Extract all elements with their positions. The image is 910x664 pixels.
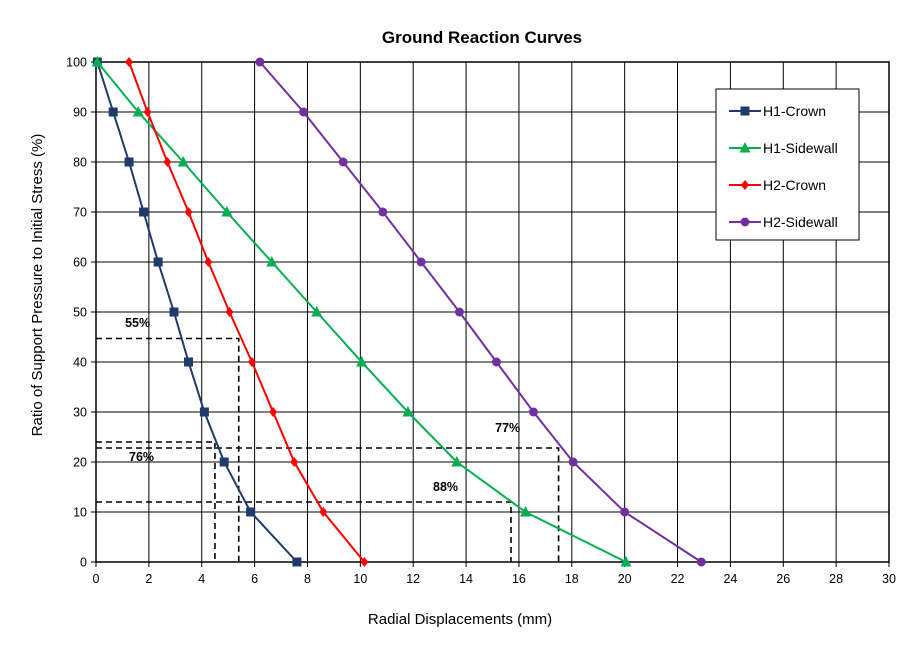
y-tick-label: 30: [73, 406, 87, 420]
y-axis-label: Ratio of Support Pressure to Initial Str…: [29, 134, 46, 437]
data-point-h2-sidewall: [378, 207, 388, 217]
data-point-h1-crown: [124, 157, 134, 167]
x-tick-label: 4: [198, 572, 205, 586]
x-tick-label: 6: [251, 572, 258, 586]
x-tick-label: 26: [776, 572, 790, 586]
data-point-h1-sidewall: [451, 456, 463, 467]
data-point-h1-sidewall: [311, 306, 323, 317]
data-point-h2-crown: [125, 57, 134, 67]
data-point-h1-sidewall: [402, 406, 414, 417]
x-tick-label: 24: [723, 572, 737, 586]
data-point-h2-sidewall: [338, 157, 348, 167]
y-tick-label: 10: [73, 506, 87, 520]
chart-title: Ground Reaction Curves: [382, 28, 582, 47]
legend-label-h2-sidewall: H2-Sidewall: [763, 214, 838, 230]
data-point-h1-crown: [108, 107, 118, 117]
data-point-h2-crown: [269, 407, 278, 417]
data-point-h1-crown: [292, 557, 302, 567]
data-point-h1-sidewall: [266, 256, 278, 267]
annotation-guide-line: [96, 447, 560, 562]
data-point-h1-crown: [139, 207, 149, 217]
y-tick-label: 20: [73, 456, 87, 470]
legend-label-h2-crown: H2-Crown: [763, 177, 826, 193]
data-point-h2-crown: [163, 157, 172, 167]
y-tick-label: 90: [73, 106, 87, 120]
data-point-h2-crown: [225, 307, 234, 317]
data-point-h1-crown: [199, 407, 209, 417]
data-point-h2-sidewall: [620, 507, 630, 517]
x-tick-label: 18: [565, 572, 579, 586]
series-h2-sidewall: [255, 57, 706, 567]
legend-swatch-marker: [741, 180, 749, 190]
y-tick-label: 100: [66, 56, 87, 70]
data-point-h2-crown: [143, 107, 152, 117]
data-point-h1-crown: [153, 257, 163, 267]
data-point-h2-sidewall: [528, 407, 538, 417]
data-point-h1-sidewall: [221, 206, 233, 217]
data-point-h2-crown: [247, 357, 256, 367]
annotation-label: 55%: [125, 316, 150, 330]
data-point-h2-sidewall: [491, 357, 501, 367]
data-point-h2-sidewall: [416, 257, 426, 267]
legend-box: [715, 88, 860, 241]
series-h1-crown: [92, 57, 302, 567]
data-point-h2-sidewall: [299, 107, 309, 117]
annotation-label: 76%: [129, 450, 154, 464]
plot-frame: [95, 61, 890, 563]
data-point-h1-sidewall: [132, 106, 144, 117]
x-tick-label: 28: [829, 572, 843, 586]
data-point-h2-sidewall: [568, 457, 578, 467]
x-tick-label: 14: [459, 572, 473, 586]
x-tick-label: 20: [618, 572, 632, 586]
x-tick-label: 16: [512, 572, 526, 586]
legend-swatch-marker: [740, 217, 750, 227]
legend-label-h1-crown: H1-Crown: [763, 103, 826, 119]
data-point-h2-sidewall: [696, 557, 706, 567]
data-point-h1-crown: [219, 457, 229, 467]
data-point-h2-sidewall: [454, 307, 464, 317]
x-tick-label: 10: [353, 572, 367, 586]
legend: H1-Crown H1-Sidewall H2-Crown H2-Sidewall: [715, 88, 860, 241]
x-tick-label: 22: [671, 572, 685, 586]
x-tick-label: 2: [145, 572, 152, 586]
series-h1-sidewall: [91, 56, 632, 567]
series-h2-crown: [125, 57, 369, 567]
data-point-h1-sidewall: [356, 356, 368, 367]
y-tick-label: 40: [73, 356, 87, 370]
data-point-h1-sidewall: [520, 506, 532, 517]
annotation-label: 77%: [495, 421, 520, 435]
legend-swatch-marker: [739, 142, 751, 153]
data-point-h1-sidewall: [91, 56, 103, 67]
data-point-h1-crown: [246, 507, 256, 517]
x-tick-label: 8: [304, 572, 311, 586]
y-tick-label: 50: [73, 306, 87, 320]
annotation-label: 88%: [433, 480, 458, 494]
y-tick-label: 60: [73, 256, 87, 270]
y-tick-label: 0: [80, 556, 87, 570]
data-point-h1-crown: [184, 357, 194, 367]
data-point-h2-crown: [319, 507, 328, 517]
legend-label-h1-sidewall: H1-Sidewall: [763, 140, 838, 156]
x-tick-label: 0: [93, 572, 100, 586]
y-tick-label: 80: [73, 156, 87, 170]
y-tick-label: 70: [73, 206, 87, 220]
data-point-h1-sidewall: [177, 156, 189, 167]
x-tick-label: 12: [406, 572, 420, 586]
data-point-h2-crown: [290, 457, 299, 467]
data-point-h2-crown: [204, 257, 213, 267]
data-point-h2-crown: [360, 557, 369, 567]
data-point-h2-crown: [184, 207, 193, 217]
data-point-h1-crown: [169, 307, 179, 317]
x-tick-label: 30: [882, 572, 896, 586]
plot-area: 0 2 4 6 8 10 12 14 16 18 20 22 24 26 28 300102030405060…: [66, 56, 896, 587]
x-axis-label: Radial Displacements (mm): [368, 611, 552, 628]
data-point-h2-sidewall: [255, 57, 265, 67]
legend-swatch-marker: [740, 106, 750, 116]
data-point-h1-sidewall: [620, 556, 632, 567]
